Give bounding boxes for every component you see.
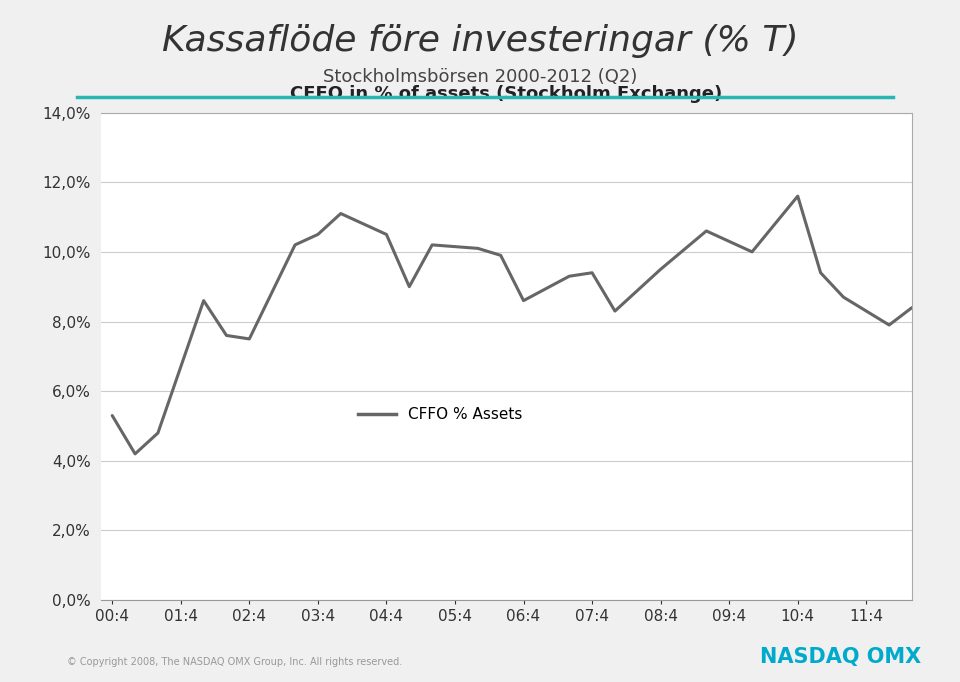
Text: NASDAQ OMX: NASDAQ OMX bbox=[760, 647, 922, 667]
Text: Stockholmsbörsen 2000-2012 (Q2): Stockholmsbörsen 2000-2012 (Q2) bbox=[323, 68, 637, 86]
Text: Kassaflöde före investeringar (% T): Kassaflöde före investeringar (% T) bbox=[161, 24, 799, 58]
Legend: CFFO % Assets: CFFO % Assets bbox=[351, 401, 529, 428]
Title: CFFO in % of assets (Stockholm Exchange): CFFO in % of assets (Stockholm Exchange) bbox=[290, 85, 723, 103]
Text: © Copyright 2008, The NASDAQ OMX Group, Inc. All rights reserved.: © Copyright 2008, The NASDAQ OMX Group, … bbox=[67, 657, 402, 667]
